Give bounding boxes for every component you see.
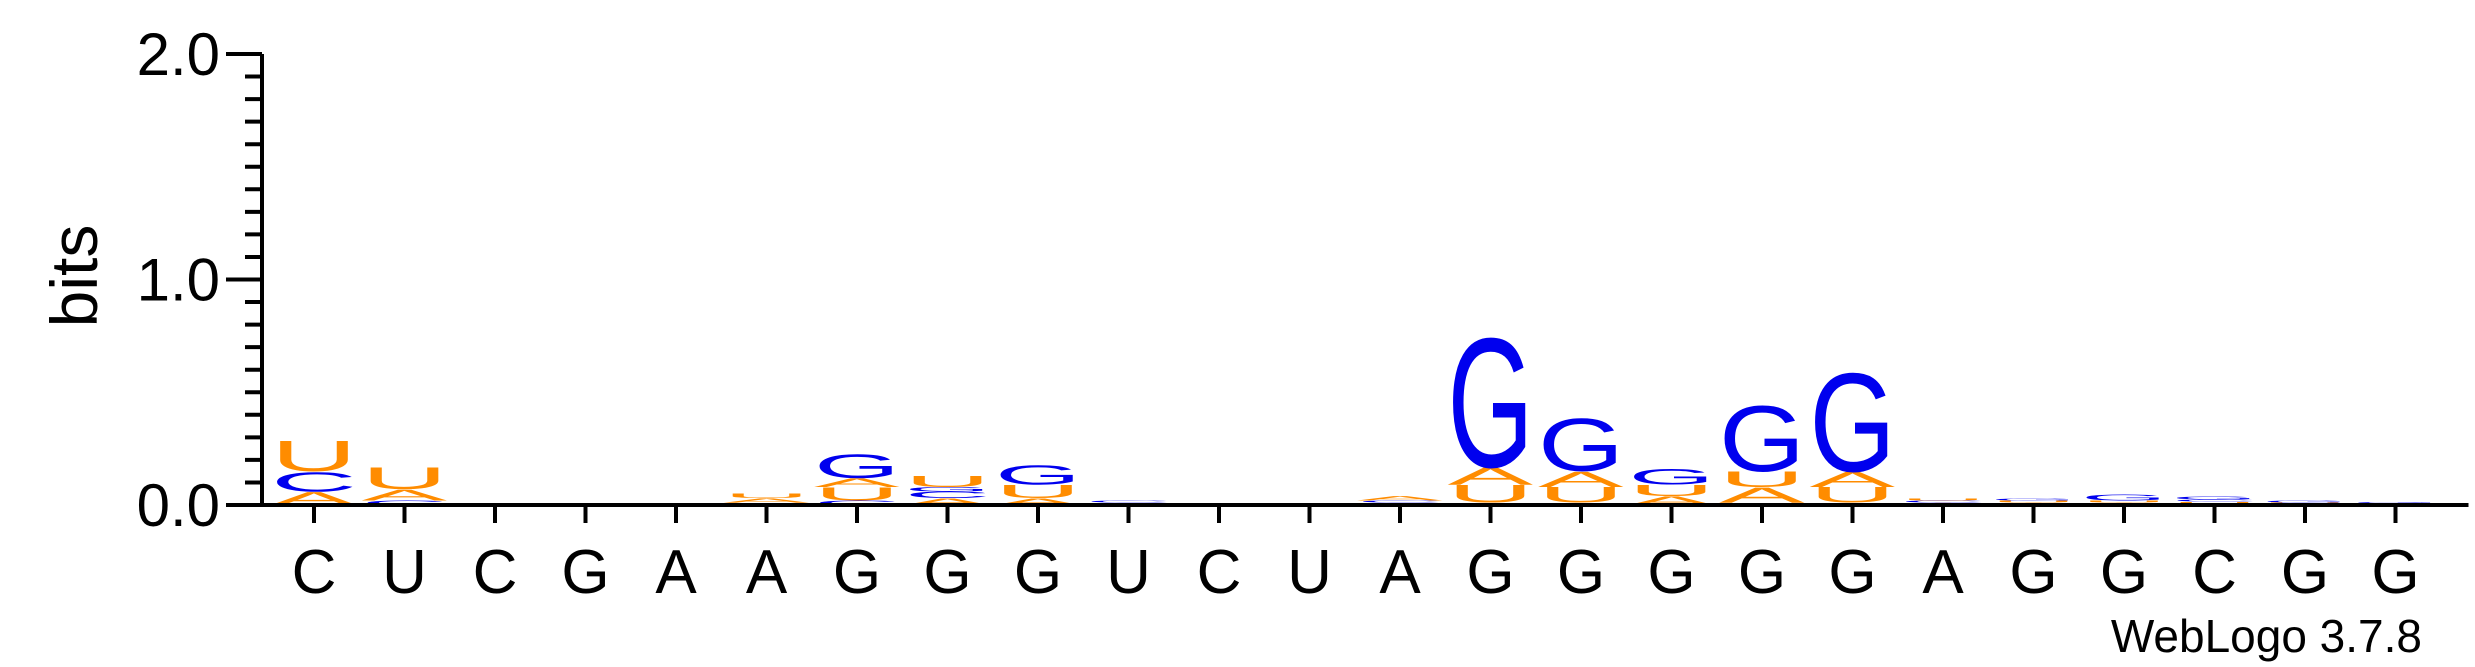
logo-glyph-a: A	[362, 486, 448, 503]
logo-glyph-c: C	[1086, 500, 1172, 503]
logo-glyph-g: G	[814, 447, 900, 485]
logo-glyph-a: A	[1448, 462, 1534, 490]
x-tick-label: G	[2281, 538, 2329, 607]
logo-glyph-c: C	[1357, 500, 1443, 503]
logo-glyph-c: C	[2172, 499, 2258, 502]
x-tick-label: G	[2009, 538, 2057, 607]
x-tick-label: A	[746, 538, 788, 607]
x-tick-label: A	[655, 538, 697, 607]
logo-glyph-u: U	[1900, 498, 1986, 501]
logo-glyph-g: G	[2081, 493, 2167, 502]
logo-glyph-g: G	[2353, 502, 2439, 504]
logo-glyph-g: G	[905, 486, 991, 493]
logo-glyph-u: U	[271, 432, 357, 481]
x-tick-label: G	[1828, 538, 1876, 607]
weblogo-credit: WebLogo 3.7.8	[2111, 610, 2422, 662]
logo-glyph-g: G	[2262, 500, 2348, 504]
logo-glyph-g: G	[1810, 343, 1896, 501]
logo-glyph-a: A	[995, 497, 1081, 507]
y-axis: 0.0 1.0 2.0	[137, 21, 264, 539]
logo-glyph-g: G	[1538, 404, 1624, 488]
logo-glyph-c: C	[905, 490, 991, 500]
x-tick-label: G	[1738, 538, 1786, 607]
logo-glyph-c: C	[1900, 500, 1986, 503]
x-tick-label: G	[1557, 538, 1605, 607]
logo-glyph-u: U	[724, 493, 810, 500]
x-tick-label: G	[2100, 538, 2148, 607]
x-tick-label: C	[473, 538, 518, 607]
logo-glyph-a: A	[1538, 467, 1624, 492]
x-tick-label: U	[382, 538, 427, 607]
logo-glyph-c: C	[814, 499, 900, 506]
x-tick-label: G	[1466, 538, 1514, 607]
x-tick-label: G	[1647, 538, 1695, 607]
logo-glyph-a: A	[814, 476, 900, 490]
logo-glyph-u: U	[905, 473, 991, 491]
x-tick-label: C	[1197, 538, 1242, 607]
logo-glyph-g: G	[1719, 386, 1805, 491]
x-tick-label: G	[1014, 538, 1062, 607]
logo-glyph-a: A	[1810, 467, 1896, 492]
x-tick-label: C	[2192, 538, 2237, 607]
logo-glyph-u: U	[362, 461, 448, 496]
logo-glyph-g: G	[1629, 465, 1715, 489]
x-tick-label: G	[2371, 538, 2419, 607]
logo-glyph-g: G	[995, 460, 1081, 491]
x-tick-label: G	[923, 538, 971, 607]
logo-glyph-c: C	[362, 499, 448, 506]
y-axis-label: bits	[37, 225, 111, 328]
logo-glyph-a: A	[905, 497, 991, 507]
x-tick-label: A	[1379, 538, 1421, 607]
logo-glyph-u: U	[1991, 500, 2077, 503]
x-tick-label: G	[833, 538, 881, 607]
logo-glyph-g: G	[2172, 495, 2258, 500]
logo-glyph-a: A	[724, 497, 810, 504]
logo-glyph-u: U	[2081, 500, 2167, 503]
logo-glyph-u: U	[1719, 467, 1805, 492]
logo-glyph-a: A	[1357, 495, 1443, 502]
x-tick-label: U	[1287, 538, 1332, 607]
x-tick-label: C	[292, 538, 337, 607]
y-tick-label: 1.0	[137, 247, 220, 314]
logo-glyph-c: C	[271, 466, 357, 497]
logo-glyph-g: G	[1991, 498, 2077, 502]
logo-glyph-u: U	[814, 484, 900, 505]
logo-stacks: ACUCAUCAUCUAGACGUAUGUCUCACUAGCUAGAUGCAUG…	[271, 300, 2438, 509]
logo-glyph-g: G	[1448, 300, 1534, 506]
logo-glyph-u: U	[995, 481, 1081, 502]
x-tick-label: U	[1106, 538, 1151, 607]
logo-glyph-u: U	[1629, 482, 1715, 500]
x-tick-label: A	[1922, 538, 1964, 607]
x-tick-label: G	[561, 538, 609, 607]
y-tick-label: 2.0	[137, 21, 220, 88]
y-tick-label: 0.0	[137, 472, 220, 539]
